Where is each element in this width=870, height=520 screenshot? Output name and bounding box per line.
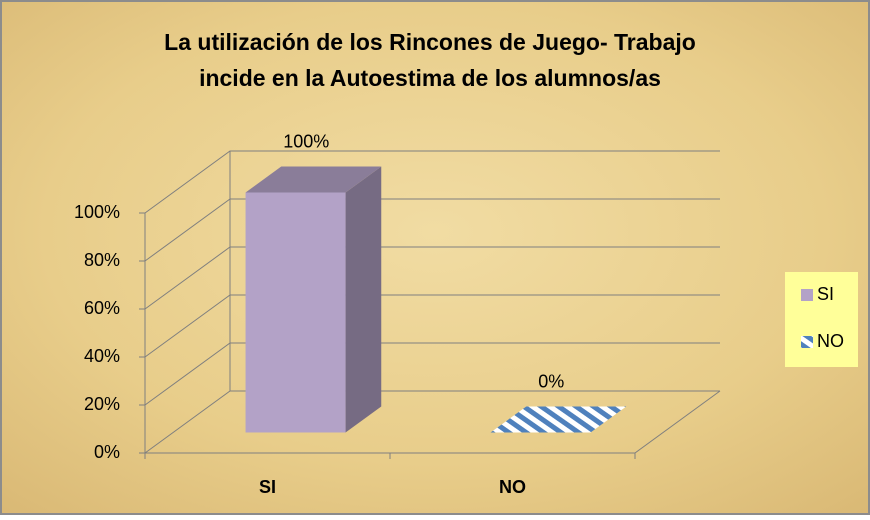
- y-tick-label: 40%: [84, 346, 120, 366]
- y-tick-label: 80%: [84, 250, 120, 270]
- legend-label: SI: [817, 284, 834, 304]
- chart-title: incide en la Autoestima de los alumnos/a…: [199, 65, 661, 91]
- grid-line: [144, 150, 720, 214]
- floor-right-edge: [634, 390, 721, 454]
- y-tick-label: 20%: [84, 394, 120, 414]
- bar-top: [490, 406, 627, 433]
- chart-title: La utilización de los Rincones de Juego-…: [164, 29, 696, 55]
- grid-line: [144, 246, 720, 310]
- bar-front: [245, 192, 346, 433]
- data-label: 100%: [283, 131, 329, 151]
- grid-line: [144, 342, 720, 406]
- x-tick-label: SI: [259, 477, 276, 497]
- legend-swatch: [801, 289, 813, 301]
- y-tick-label: 0%: [94, 442, 120, 462]
- bar-side: [345, 166, 382, 433]
- bar: [490, 406, 627, 433]
- grid-line: [144, 294, 720, 358]
- legend-swatch: [801, 336, 813, 348]
- grid-line: [144, 198, 720, 262]
- y-tick-label: 100%: [74, 202, 120, 222]
- legend-label: NO: [817, 331, 844, 351]
- bar: [245, 166, 382, 433]
- bar-top: [245, 166, 382, 193]
- legend: [785, 272, 858, 367]
- grid-line: [144, 390, 720, 454]
- y-tick-label: 60%: [84, 298, 120, 318]
- x-tick-label: NO: [499, 477, 526, 497]
- data-label: 0%: [538, 371, 564, 391]
